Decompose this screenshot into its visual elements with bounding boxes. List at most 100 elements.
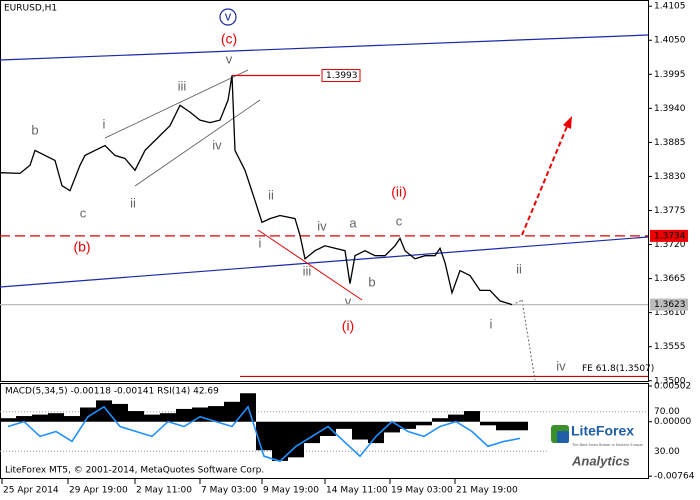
wave-label: iii <box>178 78 187 93</box>
wave-label: c <box>80 205 87 220</box>
wave-label: c <box>396 213 403 228</box>
logo-icon <box>557 431 569 443</box>
x-tick-label: 21 May 19:00 <box>456 486 518 496</box>
y-tick-label: 1.3500 <box>654 376 686 386</box>
y-tick-label: 1.3665 <box>654 274 686 284</box>
panel-frame <box>0 383 649 479</box>
macd-bar <box>64 416 80 422</box>
level-box <box>650 298 688 311</box>
footer: LiteForex MT5, © 2001-2014, MetaQuotes S… <box>5 466 264 476</box>
wave-label: (c) <box>221 31 237 47</box>
trend-line <box>0 34 649 61</box>
wave-label: iv <box>556 358 566 373</box>
wave-label: iv <box>317 218 327 233</box>
wave-label: b <box>31 122 38 137</box>
wave-label: v <box>225 8 232 23</box>
y-tick-label: -0.00764 <box>654 472 695 482</box>
y-tick-label: 1.4050 <box>654 36 686 46</box>
macd-bar <box>384 421 400 433</box>
logo-name: LiteForex <box>571 423 634 439</box>
level-label: 1.3993 <box>326 71 358 81</box>
wave-label: iv <box>212 137 222 152</box>
wave-label: i <box>103 116 106 131</box>
wave-label: (b) <box>73 239 90 255</box>
macd-bar <box>112 403 128 422</box>
y-tick-label: 1.3885 <box>654 138 686 148</box>
macd-bar <box>16 416 32 422</box>
x-tick-label: 29 Apr 19:00 <box>69 486 128 496</box>
macd-bar <box>160 413 176 422</box>
wave-label: ii <box>130 195 136 210</box>
wave-circle <box>219 8 237 26</box>
y-tick-label: 1.3995 <box>654 70 686 80</box>
arrow-head <box>563 116 572 129</box>
y-tick-label: 1.3775 <box>654 206 686 216</box>
macd-bar <box>336 421 352 429</box>
red-line <box>257 229 363 301</box>
y-tick-label: 1.3830 <box>654 172 686 182</box>
macd-bar <box>400 421 416 429</box>
x-tick-label: 2 May 11:00 <box>136 486 192 496</box>
x-tick-label: 7 May 03:00 <box>201 486 257 496</box>
y-tick-label: 0.00000 <box>654 417 691 427</box>
macd-bar <box>48 413 64 422</box>
wave-label: ii <box>268 187 274 202</box>
macd-bar <box>432 418 448 422</box>
macd-bar <box>320 421 336 436</box>
wave-label: (i) <box>342 318 354 334</box>
rsi-line <box>7 405 521 463</box>
macd-bar <box>512 421 528 431</box>
y-tick-label: 1.3940 <box>654 104 686 114</box>
y-tick-label: 0.00502 <box>654 381 691 391</box>
wave-label: b <box>368 274 375 289</box>
wave-label: v <box>345 293 352 308</box>
projection <box>521 299 536 381</box>
y-tick-label: 1.3555 <box>654 342 686 352</box>
x-tick-label: 14 May 11:00 <box>326 486 388 496</box>
logo-tagline: The Best Forex Broker in Eastern Europe <box>571 443 643 447</box>
macd-bar <box>496 421 512 431</box>
x-tick-label: 25 Apr 2014 <box>3 486 59 496</box>
wave-label: i <box>490 316 493 331</box>
channel-line <box>134 99 261 187</box>
macd-bar <box>304 421 320 444</box>
macd-bar <box>224 401 240 422</box>
macd-bar <box>288 421 304 458</box>
wave-label: (ii) <box>391 184 407 200</box>
level-label: FE 61.8(1.3507) <box>582 364 654 374</box>
chart-title: EURUSD,H1 <box>4 4 57 14</box>
macd-bar <box>272 421 288 461</box>
macd-bar <box>128 411 144 422</box>
x-tick-label: 19 May 03:00 <box>391 486 453 496</box>
wave-label: v <box>226 51 233 66</box>
macd-bar <box>480 421 496 426</box>
y-tick-label: 1.3610 <box>654 308 686 318</box>
main-frame <box>0 0 649 382</box>
panel-title: MACD(5,34,5) -0.00118 -0.00141 RSI(14) 4… <box>5 387 219 397</box>
macd-bar <box>256 421 272 451</box>
logo-subtitle: Analytics <box>571 453 630 468</box>
level-box <box>650 229 688 242</box>
macd-bar <box>144 414 160 422</box>
trend-line <box>0 236 649 288</box>
macd-bar <box>32 414 48 422</box>
price-line <box>0 75 513 306</box>
macd-bar <box>80 407 96 422</box>
macd-bar <box>0 418 16 422</box>
wave-label: a <box>349 215 357 230</box>
wave-label: ii <box>516 261 522 276</box>
macd-bar <box>464 411 480 422</box>
macd-bar <box>352 421 368 440</box>
macd-bar <box>416 421 432 426</box>
macd-bar <box>96 400 112 422</box>
macd-bar <box>176 408 192 422</box>
y-tick-label: 1.3720 <box>654 240 686 250</box>
y2-tick-label: 30.00 <box>654 447 680 457</box>
x-tick-label: 9 May 19:00 <box>263 486 319 496</box>
y-tick-label: 1.4105 <box>654 2 686 12</box>
macd-bar <box>208 406 224 422</box>
channel-line <box>104 69 249 139</box>
wave-label: iii <box>303 263 312 278</box>
forecast-arrow <box>521 123 569 236</box>
